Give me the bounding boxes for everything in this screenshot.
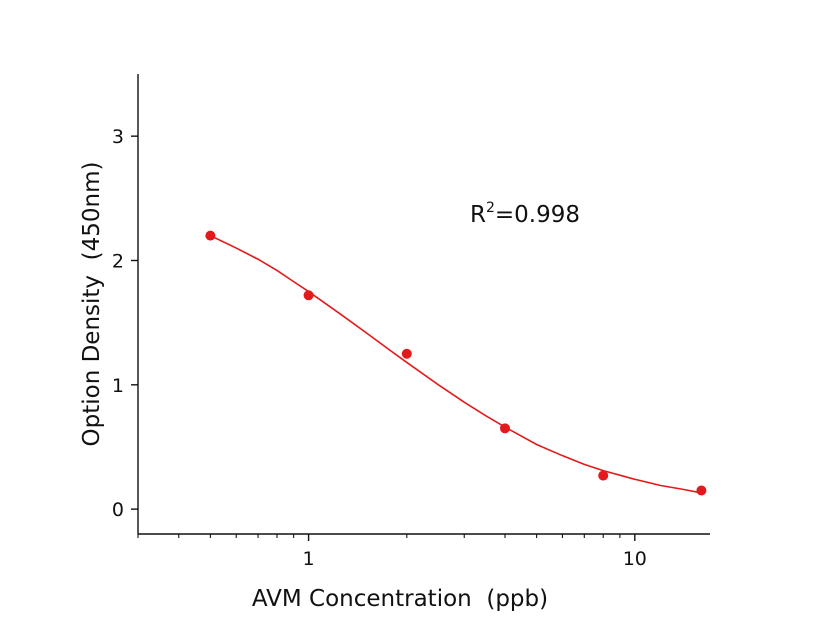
- y-tick-label-3: 3: [112, 126, 124, 148]
- x-tick-label-10: 10: [623, 548, 647, 570]
- r-squared-superscript: 2: [486, 200, 495, 216]
- y-tick-label-1: 1: [112, 375, 124, 397]
- data-point-1: [205, 230, 216, 241]
- y-axis-title: Option Density (450nm): [79, 162, 105, 447]
- data-point-6: [696, 485, 707, 496]
- y-ticks: 0 1 2 3: [112, 126, 138, 521]
- data-points: [205, 230, 707, 496]
- r-squared-value: =0.998: [495, 202, 580, 228]
- x-ticks: 1 10: [137, 534, 647, 570]
- r-squared-annotation: R2=0.998: [470, 200, 580, 228]
- r-squared-base: R: [470, 202, 486, 228]
- data-point-3: [401, 348, 412, 359]
- x-axis-title: AVM Concentration (ppb): [252, 586, 548, 612]
- axes: [137, 74, 710, 535]
- data-point-4: [499, 423, 510, 434]
- x-tick-label-1: 1: [303, 548, 315, 570]
- data-point-5: [598, 470, 609, 481]
- fit-curve: [210, 234, 702, 494]
- y-tick-label-0: 0: [112, 499, 124, 521]
- data-point-2: [303, 290, 314, 301]
- y-tick-label-2: 2: [112, 250, 124, 272]
